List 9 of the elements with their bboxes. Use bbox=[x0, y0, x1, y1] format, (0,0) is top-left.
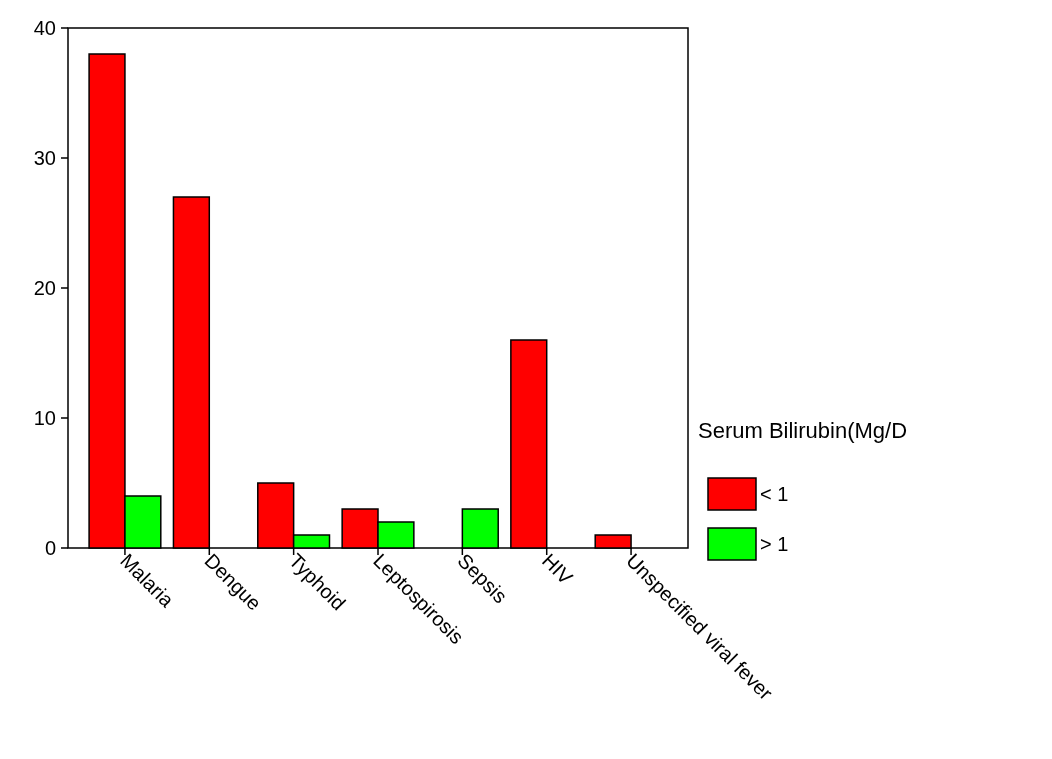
legend-title: Serum Bilirubin(Mg/D bbox=[698, 418, 908, 443]
x-tick-label: HIV bbox=[537, 549, 578, 589]
y-tick-label: 0 bbox=[44, 537, 56, 559]
y-tick-label: 40 bbox=[33, 17, 56, 39]
y-tick-label: 10 bbox=[33, 407, 56, 429]
y-tick-label: 30 bbox=[33, 147, 56, 169]
y-tick-label: 20 bbox=[33, 277, 56, 299]
legend-label: > 1 bbox=[760, 533, 789, 555]
legend-label: < 1 bbox=[760, 483, 789, 505]
